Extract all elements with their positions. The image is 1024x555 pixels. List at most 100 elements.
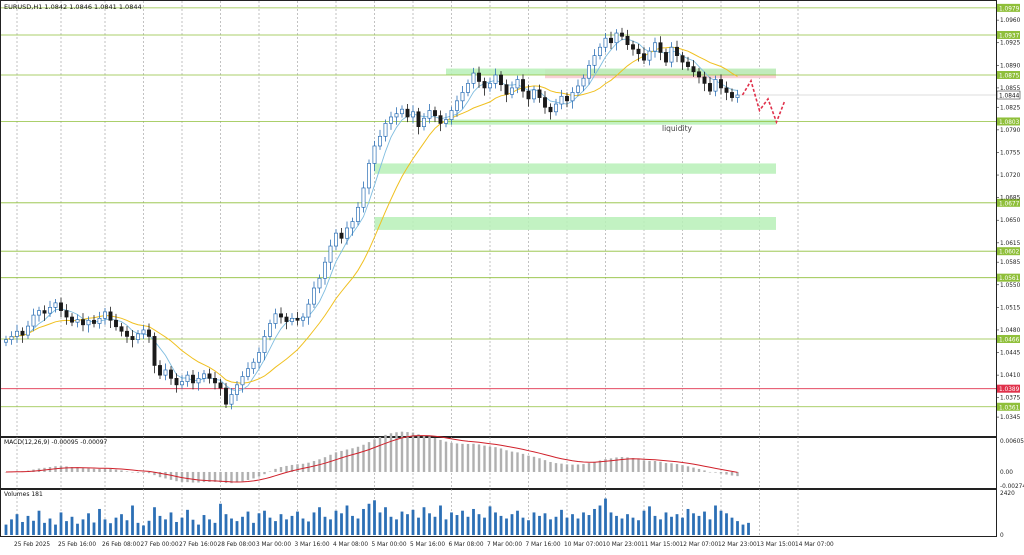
time-tick-label: 5 Mar 00:00 <box>372 542 407 548</box>
volume-bar <box>527 520 530 535</box>
candle-body <box>4 339 8 343</box>
macd-bar <box>615 457 618 472</box>
time-tick-label: 27 Feb 16:00 <box>179 542 217 548</box>
volume-bar <box>235 521 239 535</box>
macd-bar <box>444 441 448 472</box>
macd-bar <box>274 468 277 472</box>
volume-bar <box>675 514 679 535</box>
macd-bar <box>664 463 668 472</box>
volume-bar <box>98 508 101 535</box>
candle-body <box>213 378 217 384</box>
macd-bar <box>571 464 574 472</box>
candle-body <box>306 303 311 318</box>
macd-bar <box>186 471 189 483</box>
candle-body <box>240 376 245 386</box>
candle-body <box>174 378 179 386</box>
candle-body <box>642 53 646 61</box>
macd-bar <box>609 458 613 472</box>
candle-body <box>70 316 74 323</box>
macd-bar <box>631 458 635 472</box>
candle-body <box>477 72 481 82</box>
candle-body <box>658 42 663 53</box>
candle-body <box>554 103 558 113</box>
candle-body <box>532 89 536 100</box>
candle-body <box>257 352 261 363</box>
volume-label: Volumes 181 <box>4 491 43 498</box>
candle-body <box>526 90 531 100</box>
level-tag <box>997 198 1020 207</box>
candle-body <box>361 187 366 208</box>
volume-bar <box>741 524 745 535</box>
macd-bar <box>681 465 684 472</box>
volume-bar <box>48 518 52 535</box>
volume-bar <box>125 520 129 535</box>
candle-body <box>598 46 602 56</box>
volume-bar <box>252 522 255 535</box>
volume-bar <box>378 512 382 535</box>
candle-body <box>543 97 547 108</box>
volume-bar <box>81 519 85 535</box>
volume-bar <box>422 507 426 535</box>
macd-bar <box>301 463 305 472</box>
volume-bar <box>323 516 327 535</box>
candle-body <box>273 313 278 324</box>
macd-bar <box>373 439 376 472</box>
macd-bar <box>659 461 662 472</box>
candles-layer <box>4 27 740 410</box>
volume-bar <box>466 516 470 535</box>
macd-bar <box>725 471 728 475</box>
macd-bar <box>582 464 585 472</box>
price-tick-label: 1.0755 <box>1000 150 1021 156</box>
volume-bar <box>499 515 503 535</box>
price-tick-label: 1.0720 <box>1000 173 1021 179</box>
candle-body <box>515 79 520 89</box>
macd-tick-label: 0.00 <box>1000 470 1013 476</box>
volume-bar <box>664 512 668 535</box>
price-tick-label: 1.0480 <box>1000 328 1021 334</box>
volume-bar <box>356 518 360 535</box>
macd-bar <box>224 471 228 484</box>
candle-body <box>587 64 591 79</box>
macd-bar <box>213 471 217 482</box>
level-tag <box>997 117 1020 126</box>
volume-bar <box>76 523 79 535</box>
candle-body <box>108 311 113 321</box>
candle-body <box>169 369 173 379</box>
volume-bar <box>472 508 475 535</box>
volume-bar <box>334 510 338 535</box>
candle-body <box>493 74 498 84</box>
macd-bar <box>565 464 569 472</box>
macd-bar <box>378 437 382 472</box>
candle-body <box>609 37 613 44</box>
volume-bar <box>329 519 332 535</box>
candle-body <box>378 135 382 147</box>
volume-bar <box>516 510 519 535</box>
volume-bar <box>505 518 508 535</box>
macd-bar <box>697 468 701 472</box>
macd-bar <box>246 471 250 480</box>
time-tick-label: 6 Mar 08:00 <box>449 542 484 548</box>
volume-bar <box>230 518 233 535</box>
price-tick-label: 1.0925 <box>1000 41 1021 47</box>
macd-bar <box>648 460 651 472</box>
level-value: 1.0937 <box>999 33 1020 39</box>
candle-body <box>664 52 668 63</box>
volume-bar <box>549 519 552 535</box>
volume-bar <box>296 511 299 535</box>
macd-tick-label: 0.00605 <box>1000 439 1024 445</box>
candle-body <box>323 261 327 279</box>
macd-bar <box>692 467 695 472</box>
macd-bar <box>417 434 420 472</box>
macd-bar <box>318 459 321 472</box>
volume-bar <box>554 516 558 535</box>
time-tick-label: 11 Mar 15:00 <box>641 542 680 548</box>
candle-body <box>427 110 432 119</box>
macd-bar <box>120 470 123 472</box>
candle-body <box>631 44 635 50</box>
volume-bar <box>367 503 371 535</box>
volume-bar <box>389 516 393 535</box>
price-tick-label: 1.0515 <box>1000 305 1021 311</box>
price-tick-label: 1.0960 <box>1000 18 1021 24</box>
